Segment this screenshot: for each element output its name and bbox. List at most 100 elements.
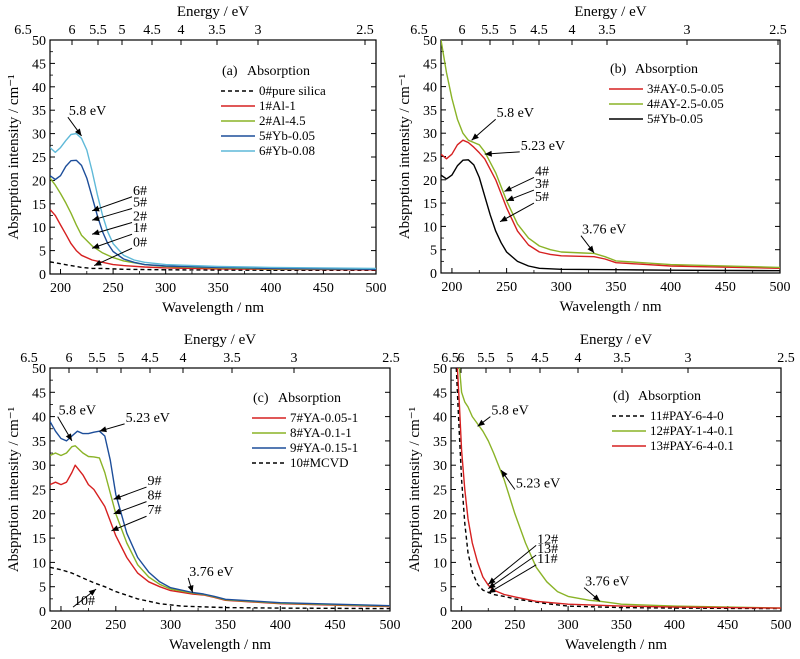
series-line-1: [50, 464, 390, 608]
annotation-arrowhead: [113, 508, 122, 515]
annotation-label: 5.8 eV: [59, 404, 96, 419]
legend-entry: 9#YA-0.15-1: [290, 440, 358, 455]
series-line-3: [50, 177, 376, 270]
annotation-arrow: [91, 233, 133, 249]
annotation-label: 3.76 eV: [189, 565, 233, 580]
top-tick-label: 5: [507, 351, 514, 366]
panel-title: Absorption: [247, 64, 310, 79]
annotation-arrowhead: [587, 245, 595, 253]
y-tick-label: 40: [423, 81, 437, 96]
annotation-label: 4#: [535, 164, 549, 179]
top-tick-label: 3.5: [613, 351, 631, 366]
annotation-arrowhead: [92, 229, 100, 236]
x-tick-label: 350: [208, 281, 229, 296]
series-group: [455, 368, 781, 610]
annotation-label: 5#: [133, 195, 147, 210]
legend-entry: 3#AY-0.5-0.05: [647, 81, 724, 96]
x-tick-label: 400: [664, 618, 685, 633]
annotation-arrowhead: [484, 150, 492, 157]
y-tick-label: 45: [423, 57, 437, 72]
x-tick-label: 250: [504, 618, 525, 633]
annotation-arrowhead: [74, 128, 82, 136]
annotation-label: 2#: [133, 210, 147, 225]
x-tick-label: 500: [771, 618, 792, 633]
y-tick-label: 40: [32, 411, 46, 426]
y-tick-label: 30: [433, 459, 447, 474]
x-tick-label: 300: [160, 618, 181, 633]
annotation-arrowhead: [92, 243, 100, 249]
top-tick-label: 6.5: [20, 351, 38, 366]
annotation-arrowhead: [113, 493, 122, 500]
y-tick-label: 0: [430, 267, 437, 282]
top-tick-label: 2.5: [777, 351, 795, 366]
annotation-label: 10#: [74, 594, 95, 609]
y-tick-label: 20: [433, 508, 447, 523]
annotation-arrowhead: [504, 185, 513, 192]
x-tick-label: 250: [103, 281, 124, 296]
x-tick-label: 200: [50, 281, 71, 296]
legend-entry: 1#Al-1: [259, 98, 296, 113]
y-tick-label: 5: [430, 244, 437, 259]
annotation-label: 7#: [148, 503, 162, 518]
annotation-arrowhead: [92, 205, 100, 212]
x-tick-label: 250: [496, 280, 517, 295]
series-line-1: [441, 139, 780, 269]
y-tick-label: 30: [32, 128, 46, 143]
y-tick-label: 0: [39, 268, 46, 283]
legend-entry: 10#MCVD: [290, 455, 349, 470]
annotation-arrowhead: [471, 133, 479, 141]
top-tick-label: 5.5: [481, 23, 499, 38]
series-group: [441, 40, 780, 272]
y-tick-label: 20: [32, 508, 46, 523]
top-tick-label: 4.5: [141, 351, 159, 366]
top-tick-label: 6.5: [410, 23, 428, 38]
top-tick-label: 6: [458, 351, 465, 366]
x-tick-label: 300: [558, 618, 579, 633]
y-tick-label: 35: [433, 435, 447, 450]
annotation-arrowhead: [501, 470, 508, 478]
top-tick-label: 6.5: [14, 23, 32, 38]
legend-entry: 4#AY-2.5-0.05: [647, 96, 724, 111]
y-tick-label: 0: [440, 605, 447, 620]
y-tick-label: 20: [423, 174, 437, 189]
annotation-arrowhead: [65, 433, 72, 441]
series-line-1: [455, 368, 781, 610]
y-tick-label: 40: [32, 81, 46, 96]
y-tick-label: 20: [32, 174, 46, 189]
annotation-arrowhead: [99, 426, 107, 433]
x-tick-label: 350: [611, 618, 632, 633]
annotation-label: 13#: [537, 542, 558, 557]
top-tick-label: 3: [685, 351, 692, 366]
top-tick-label: 5: [118, 351, 125, 366]
y-tick-label: 15: [423, 197, 437, 212]
series-line-3: [456, 368, 781, 609]
legend-entry: 13#PAY-6-4-0.1: [650, 438, 734, 453]
x-tick-label: 500: [366, 281, 387, 296]
annotation-label: 11#: [537, 552, 557, 567]
top-tick-label: 4: [180, 351, 187, 366]
y-tick-label: 50: [32, 34, 46, 49]
annotation-label: 5#: [535, 190, 549, 205]
legend-entry: 0#pure silica: [259, 83, 326, 98]
top-tick-label: 4.5: [143, 23, 161, 38]
y-tick-label: 35: [32, 435, 46, 450]
annotation-arrow: [487, 545, 537, 585]
annotation-label: 3#: [535, 177, 549, 192]
series-line-2: [458, 368, 781, 609]
panel-label: (a): [222, 64, 238, 79]
x-tick-label: 250: [105, 618, 126, 633]
y-tick-label: 10: [423, 220, 437, 235]
annotation-arrowhead: [94, 259, 102, 266]
annotation-arrowhead: [592, 594, 601, 602]
y-tick-label: 35: [32, 104, 46, 119]
annotation-arrow: [487, 554, 537, 590]
x-tick-label: 450: [717, 618, 738, 633]
top-tick-label: 2.5: [356, 23, 374, 38]
annotation-label: 5.8 eV: [69, 104, 106, 119]
series-group: [50, 132, 376, 271]
y-tick-label: 15: [32, 198, 46, 213]
top-tick-label: 6: [459, 23, 466, 38]
y-tick-label: 0: [39, 605, 46, 620]
